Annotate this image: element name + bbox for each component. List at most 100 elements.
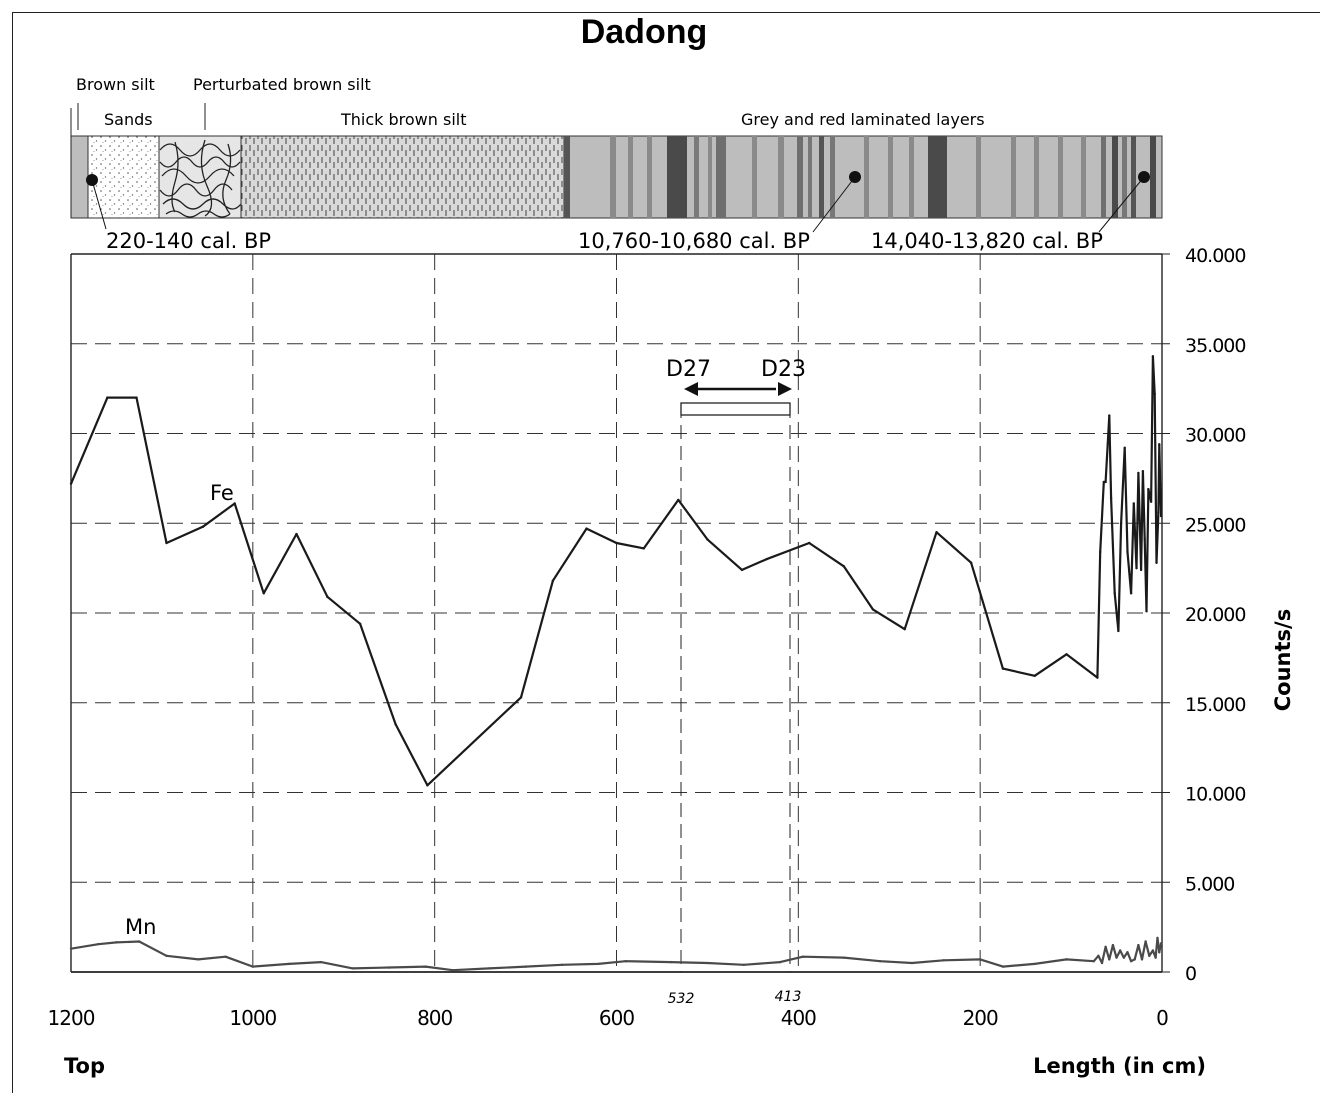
point-fe-24 <box>903 627 906 631</box>
layer-laminated <box>563 135 1163 219</box>
point-mn-37 <box>1111 943 1115 947</box>
lamination-bands <box>564 136 1156 218</box>
sample-interval: D27 D23 532 413 <box>666 357 806 1007</box>
point-mn-34 <box>1100 961 1104 965</box>
x-tick-label-2: 800 <box>417 1006 452 1030</box>
point-fe-30 <box>1096 676 1099 679</box>
point-fe-4 <box>201 525 205 529</box>
grid <box>71 254 1162 972</box>
point-fe-23 <box>871 608 875 611</box>
point-mn-21 <box>742 963 745 967</box>
point-mn-52 <box>1159 942 1163 945</box>
point-mn-2 <box>115 941 118 944</box>
x-tick-label-6: 0 <box>1156 1006 1168 1030</box>
point-mn-1 <box>97 942 100 946</box>
layer-label-thick: Thick brown silt <box>340 110 467 129</box>
layer-brown-silt <box>70 135 89 219</box>
point-fe-26 <box>969 561 973 564</box>
point-mn-45 <box>1140 958 1144 961</box>
tick-labels: 0 5.000 10.000 15.000 20.000 25.000 30.000 35.0… <box>48 245 1247 1030</box>
point-fe-40 <box>1126 550 1129 554</box>
point-mn-23 <box>801 955 805 958</box>
point-fe-8 <box>326 595 329 599</box>
point-mn-43 <box>1133 958 1136 961</box>
series-label-fe: Fe <box>210 481 234 505</box>
y-tick-label-5: 25.000 <box>1185 514 1245 536</box>
y-tick-label-3: 15.000 <box>1185 694 1245 716</box>
sample-end-depth: 413 <box>775 989 802 1005</box>
point-mn-15 <box>524 965 527 968</box>
point-mn-14 <box>488 967 491 970</box>
point-mn-31 <box>1065 958 1068 961</box>
point-fe-22 <box>842 565 845 568</box>
perturbation-swirls <box>159 139 242 218</box>
point-mn-3 <box>137 940 141 943</box>
point-mn-46 <box>1144 940 1147 943</box>
point-mn-33 <box>1097 954 1100 958</box>
date-label-2: 10,760-10,680 cal. BP <box>578 229 810 253</box>
date-leader-3 <box>1098 176 1145 233</box>
point-mn-22 <box>778 960 782 964</box>
point-fe-28 <box>1033 674 1036 678</box>
point-mn-29 <box>1001 965 1005 968</box>
point-fe-41 <box>1129 592 1133 595</box>
point-fe-51 <box>1151 355 1155 358</box>
point-mn-40 <box>1122 956 1126 959</box>
point-fe-37 <box>1117 629 1120 633</box>
point-fe-55 <box>1158 443 1161 446</box>
top-label: Top <box>64 1054 105 1078</box>
point-fe-54 <box>1157 511 1160 514</box>
point-mn-39 <box>1118 949 1122 952</box>
y-tick-label-2: 10.000 <box>1185 784 1245 806</box>
point-fe-49 <box>1147 487 1150 491</box>
layer-sands <box>87 135 160 219</box>
point-fe-20 <box>765 557 768 561</box>
series-mn-points <box>69 936 1163 972</box>
point-fe-39 <box>1123 446 1126 450</box>
x-axis-title: Length (in cm) <box>1033 1054 1206 1078</box>
point-mn-41 <box>1126 951 1129 954</box>
point-fe-6 <box>262 592 265 595</box>
point-mn-6 <box>224 955 227 958</box>
sample-start-depth: 532 <box>668 991 695 1007</box>
date-leader-2 <box>812 176 856 233</box>
point-mn-35 <box>1104 945 1107 949</box>
point-fe-44 <box>1137 471 1140 475</box>
date-label-3: 14,040-13,820 cal. BP <box>871 229 1103 253</box>
point-mn-17 <box>597 962 600 966</box>
sample-arrow-right <box>778 382 792 396</box>
point-fe-0 <box>69 482 73 485</box>
layer-label-laminated: Grey and red laminated layers <box>741 110 985 129</box>
point-fe-43 <box>1135 566 1138 570</box>
y-tick-label-1: 5.000 <box>1185 873 1234 895</box>
point-mn-0 <box>69 947 73 950</box>
date-label-1: 220-140 cal. BP <box>106 229 271 253</box>
point-mn-44 <box>1137 943 1140 947</box>
point-fe-38 <box>1119 522 1123 525</box>
point-mn-4 <box>165 954 168 958</box>
point-mn-32 <box>1092 960 1096 963</box>
point-fe-15 <box>615 541 618 545</box>
point-fe-2 <box>135 396 138 399</box>
point-fe-57 <box>1159 514 1163 518</box>
point-fe-42 <box>1132 502 1136 505</box>
date-leader-1 <box>91 179 107 230</box>
point-mn-10 <box>351 967 355 970</box>
point-fe-29 <box>1065 653 1068 656</box>
point-fe-50 <box>1149 500 1153 503</box>
point-fe-25 <box>935 531 938 534</box>
point-mn-51 <box>1158 951 1161 954</box>
point-mn-12 <box>424 965 427 968</box>
y-axis-title: Counts/s <box>1271 609 1295 711</box>
point-fe-16 <box>642 547 645 550</box>
x-tick-label-1: 1000 <box>229 1006 276 1030</box>
layer-thick-brown-silt <box>240 135 565 219</box>
x-tick-label-3: 600 <box>599 1006 634 1030</box>
point-fe-9 <box>358 622 362 625</box>
point-mn-8 <box>288 962 291 966</box>
point-fe-13 <box>551 579 555 582</box>
series-label-mn: Mn <box>125 915 156 939</box>
point-fe-3 <box>165 541 168 545</box>
point-mn-42 <box>1129 960 1133 963</box>
